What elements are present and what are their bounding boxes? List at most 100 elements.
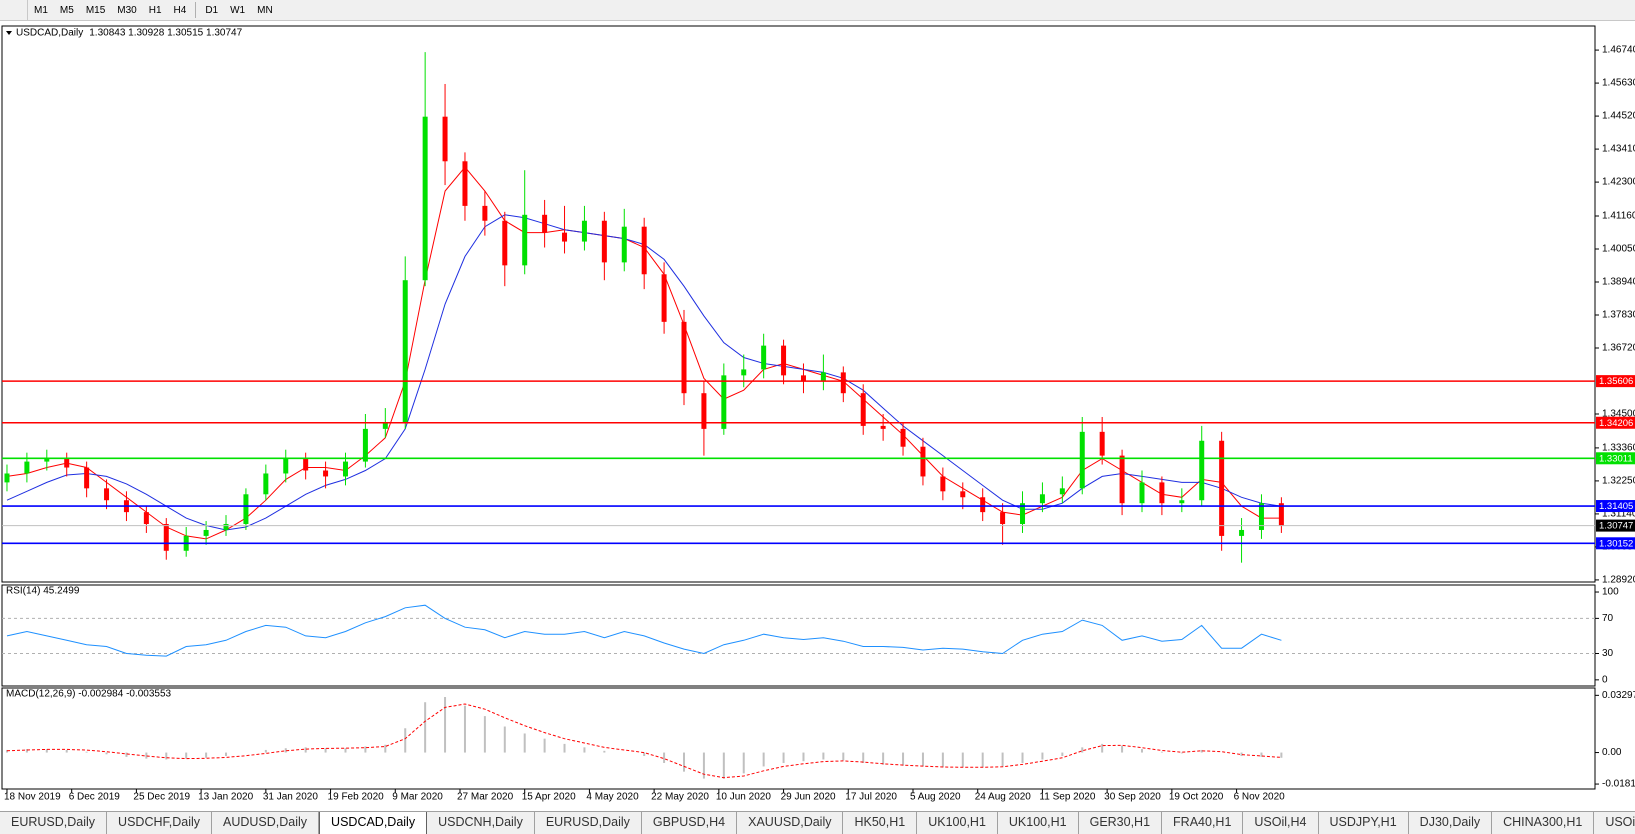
macd-bar: [543, 738, 546, 753]
candle-body: [900, 428, 906, 447]
candle-body: [502, 220, 508, 266]
macd-bar: [45, 749, 48, 753]
candle-body: [422, 116, 428, 281]
candle-body: [522, 214, 528, 266]
y-tick-label: 1.36720: [1602, 343, 1635, 354]
chart-tab[interactable]: USDJPY,H1: [1319, 812, 1409, 834]
macd-bar: [1101, 743, 1104, 753]
x-tick-label: 11 Sep 2020: [1039, 792, 1095, 803]
candle-body: [1239, 529, 1245, 536]
candle-body: [641, 226, 647, 275]
x-tick-label: 31 Jan 2020: [263, 792, 318, 803]
x-tick-label: 13 Jan 2020: [198, 792, 253, 803]
macd-bar: [25, 749, 28, 753]
y-tick-label: 70: [1602, 613, 1614, 624]
candle-body: [761, 345, 767, 370]
macd-bar: [663, 752, 666, 763]
macd-bar: [961, 752, 964, 768]
panel-frame: [1, 25, 1596, 583]
macd-bar: [264, 749, 267, 753]
macd-bar: [1280, 752, 1283, 758]
y-tick-label: 1.43410: [1602, 144, 1635, 155]
candle-body: [1099, 431, 1105, 456]
chart-tab[interactable]: DJ30,Daily: [1409, 812, 1493, 834]
y-tick-label: 1.34500: [1602, 409, 1635, 420]
x-tick-label: 19 Feb 2020: [328, 792, 385, 803]
candle-body: [701, 393, 707, 429]
x-tick-label: 22 May 2020: [651, 792, 709, 803]
timeframe-button[interactable]: M1: [34, 4, 48, 16]
candle-body: [203, 529, 209, 536]
panel-frame: [1, 687, 1596, 790]
candle-body: [402, 280, 408, 423]
x-tick-label: 10 Jun 2020: [716, 792, 771, 803]
timeframe-toolbar: M1 M5 M15 M30 H1 H4 D1 W1 MN: [0, 0, 1635, 21]
timeframe-button[interactable]: W1: [230, 4, 246, 16]
timeframe-button[interactable]: M15: [85, 4, 106, 16]
price-label-box: [1596, 537, 1635, 550]
chart-tab[interactable]: XAUUSD,Daily: [737, 812, 844, 834]
chart-tab[interactable]: UK100,H1: [998, 812, 1079, 834]
timeframe-button[interactable]: D1: [205, 4, 219, 16]
candle-body: [1199, 440, 1205, 501]
macd-bar: [444, 697, 447, 753]
candle-body: [542, 214, 548, 233]
macd-bar: [503, 726, 506, 753]
chart-tab[interactable]: CHINA300,H1: [1492, 812, 1595, 834]
y-tick-label: 1.44520: [1602, 111, 1635, 122]
candle-body: [1179, 500, 1185, 504]
y-tick-label: 1.42300: [1602, 177, 1635, 188]
candle-body: [581, 220, 587, 242]
x-tick-label: 25 Dec 2019: [133, 792, 190, 803]
chart-tab[interactable]: EURUSD,Daily: [535, 812, 642, 834]
timeframe-button[interactable]: MN: [257, 4, 273, 16]
x-tick-label: 5 Aug 2020: [910, 792, 961, 803]
macd-bar: [1001, 752, 1004, 767]
chart-tab[interactable]: GER30,H1: [1079, 812, 1163, 834]
candle-body: [362, 428, 368, 462]
chart-tab[interactable]: FRA40,H1: [1162, 812, 1244, 834]
y-tick-label: 1.41160: [1602, 211, 1635, 222]
symbol-label: USDCAD,Daily: [16, 28, 83, 39]
macd-bar: [483, 716, 486, 753]
chart-tab[interactable]: GBPUSD,H4: [642, 812, 738, 834]
price-label-box: [1596, 452, 1635, 465]
macd-bar: [205, 752, 208, 758]
candle-body: [1278, 503, 1284, 526]
y-tick-label: 1.46740: [1602, 45, 1635, 56]
chart-tab[interactable]: USOil,H1: [1594, 812, 1635, 834]
ohlc-label: 1.30843 1.30928 1.30515 1.30747: [89, 28, 242, 39]
chart-tab[interactable]: EURUSD,Daily: [0, 812, 108, 834]
timeframe-button[interactable]: H1: [148, 4, 162, 16]
y-tick-label: 1.33360: [1602, 443, 1635, 454]
candle-body: [243, 494, 249, 525]
chart-tab[interactable]: HK50,H1: [843, 812, 918, 834]
price-label-box: [1596, 416, 1635, 429]
candle-body: [781, 345, 787, 376]
macd-bar: [1260, 752, 1263, 757]
timeframe-button[interactable]: M5: [59, 4, 74, 16]
chart-tab[interactable]: USDCAD,Daily: [319, 812, 428, 834]
macd-bar: [603, 750, 606, 753]
chart-tab[interactable]: UK100,H1: [917, 812, 998, 834]
indicator-title: RSI(14) 45.2499: [6, 586, 80, 597]
macd-bar: [384, 744, 387, 753]
macd-bar: [862, 752, 865, 763]
macd-bar: [1180, 752, 1183, 754]
y-tick-label: 30: [1602, 648, 1614, 659]
y-tick-label: 0.032972: [1602, 690, 1635, 701]
timeframe-button[interactable]: M30: [117, 4, 137, 16]
chart-tab[interactable]: USOil,H4: [1243, 812, 1319, 834]
chart-tab[interactable]: AUDUSD,Daily: [212, 812, 320, 834]
chart-tab[interactable]: USDCNH,Daily: [427, 812, 535, 834]
candle-body: [1020, 503, 1026, 525]
candle-body: [1059, 488, 1065, 495]
x-tick-label: 4 May 2020: [586, 792, 639, 803]
chart-tab[interactable]: USDCHF,Daily: [107, 812, 212, 834]
tool-icon[interactable]: [0, 0, 28, 21]
timeframe-button[interactable]: H4: [173, 4, 187, 16]
macd-bar: [523, 733, 526, 753]
signal-line: [6, 703, 1282, 779]
indicator-line: [6, 604, 1282, 657]
y-tick-label: 0: [1602, 674, 1608, 685]
